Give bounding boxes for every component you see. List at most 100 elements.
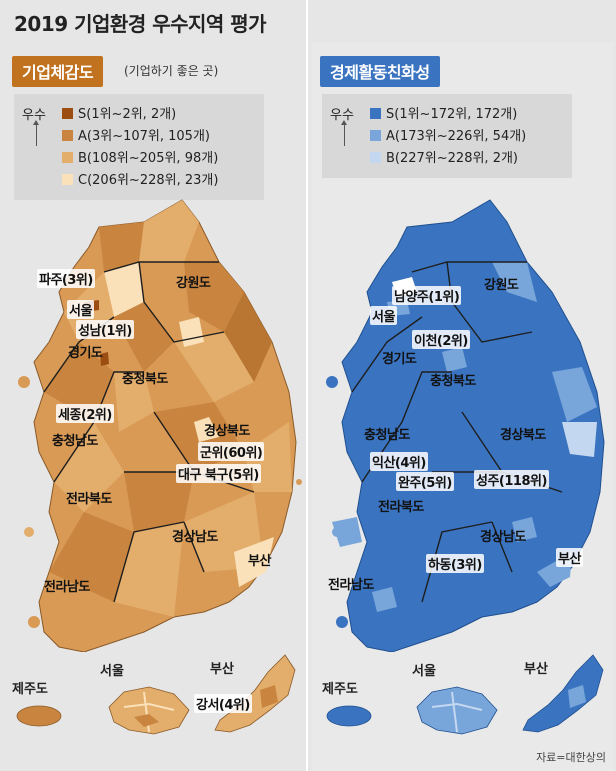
map-label-namyangju: 남양주(1위) — [392, 286, 462, 305]
chart-title: 2019 기업환경 우수지역 평가 — [14, 12, 267, 36]
legend-item: A(3위~107위, 105개) — [62, 126, 256, 148]
district-patch — [114, 372, 154, 432]
district-patch — [104, 262, 144, 317]
map-label-gyeongnam: 경상남도 — [172, 530, 218, 545]
map-label-iksan: 익산(4위) — [370, 452, 428, 471]
district-patch — [562, 422, 597, 457]
legend-label: A(3위~107위, 105개) — [78, 129, 210, 144]
map-label-jeonbuk: 전라북도 — [378, 500, 424, 515]
map-label-jeonnam: 전라남도 — [44, 580, 90, 595]
economic-activity-heading: 경제활동친화성 — [320, 56, 440, 87]
business-sentiment-panel: 기업체감도 (기업하기 좋은 곳) 우수 S(1위~2위, 2개) A(3위~1… — [4, 42, 306, 771]
island — [24, 527, 34, 537]
map-label-gyeonggi: 경기도 — [382, 352, 417, 367]
island — [336, 616, 348, 628]
map-label-icheon: 이천(2위) — [412, 330, 470, 349]
inset-label-seoul: 서울 — [100, 664, 124, 679]
legend-item: A(173위~226위, 54개) — [370, 126, 564, 148]
island — [296, 479, 302, 485]
legend-item: C(206위~228위, 23개) — [62, 170, 256, 192]
map-label-jeonbuk: 전라북도 — [66, 492, 112, 507]
district-patch — [492, 262, 537, 302]
legend-label: S(1위~2위, 2개) — [78, 107, 177, 122]
map-label-daegu-bukgu: 대구 북구(5위) — [176, 464, 261, 483]
legend-swatch — [62, 108, 73, 119]
map-label-wanju: 완주(5위) — [396, 472, 454, 491]
inset-label-seoul: 서울 — [412, 664, 436, 679]
legend-swatch — [62, 130, 73, 141]
legend-swatch — [62, 174, 73, 185]
map-label-gangseo: 강서(4위) — [194, 694, 252, 713]
inset-label-busan: 부산 — [210, 662, 234, 677]
district-patch — [224, 292, 272, 382]
map-label-seongju: 성주(118위) — [474, 470, 549, 489]
map-label-gangwon: 강원도 — [484, 278, 519, 293]
district-patch — [234, 537, 274, 587]
map-label-busan: 부산 — [248, 554, 271, 569]
map-label-gyeongbuk: 경상북도 — [500, 428, 546, 443]
legend-item: B(108위~205위, 98개) — [62, 148, 256, 170]
business-sentiment-heading: 기업체감도 — [12, 56, 104, 87]
district-patch — [442, 347, 467, 372]
map-label-sejong: 세종(2위) — [56, 404, 114, 423]
district-patch — [372, 587, 397, 612]
legend-item: S(1위~2위, 2개) — [62, 104, 256, 126]
island — [332, 527, 342, 537]
district-patch — [114, 302, 174, 372]
district-patch — [552, 367, 597, 422]
island — [18, 376, 30, 388]
legend-label: C(206위~228위, 23개) — [78, 173, 219, 188]
busan-inset-map — [522, 654, 604, 733]
up-arrow-icon — [341, 120, 347, 146]
map-label-chungnam: 충청남도 — [52, 434, 98, 449]
district-patch — [124, 472, 194, 532]
district-patch — [49, 512, 134, 602]
source-credit: 자료=대한상의 — [536, 751, 606, 764]
seoul-inset-map — [108, 686, 190, 735]
legend-item: S(1위~172위, 172개) — [370, 104, 564, 126]
jeju-inset-map — [326, 705, 372, 727]
legend-item: B(227위~228위, 2개) — [370, 148, 564, 170]
business-legend: 우수 S(1위~2위, 2개) A(3위~107위, 105개) B(108위~… — [14, 94, 264, 200]
district-patch — [44, 342, 114, 422]
legend-label: B(108위~205위, 98개) — [78, 151, 219, 166]
map-label-gangwon: 강원도 — [176, 276, 211, 291]
legend-swatch — [370, 152, 381, 163]
district-patch — [114, 522, 184, 617]
map-label-gyeonggi: 경기도 — [68, 346, 103, 361]
economic-legend: 우수 S(1위~172위, 172개) A(173위~226위, 54개) B(… — [322, 94, 572, 178]
economic-activity-panel: 경제활동친화성 우수 S(1위~172위, 172개) A(173위~226위,… — [312, 42, 614, 771]
map-label-chungbuk: 충청북도 — [430, 374, 476, 389]
panel-divider — [306, 0, 308, 771]
legend-label: B(227위~228위, 2개) — [386, 151, 518, 166]
business-sentiment-note: (기업하기 좋은 곳) — [124, 64, 219, 78]
map-label-seoul: 서울 — [67, 300, 94, 319]
district-patch — [54, 422, 124, 512]
map-label-chungbuk: 충청북도 — [122, 372, 168, 387]
legend-swatch — [62, 152, 73, 163]
up-arrow-icon — [33, 120, 39, 146]
inset-label-busan: 부산 — [524, 662, 548, 677]
district-patch — [99, 222, 144, 272]
district-patch — [139, 200, 199, 262]
inset-label-jeju: 제주도 — [322, 682, 358, 697]
district-patch — [100, 352, 109, 366]
legend-swatch — [370, 130, 381, 141]
map-label-paju: 파주(3위) — [37, 269, 95, 288]
legend-header: 우수 — [22, 108, 46, 123]
legend-header: 우수 — [330, 108, 354, 123]
island — [28, 616, 40, 628]
map-label-busan: 부산 — [556, 548, 583, 567]
map-label-seoul: 서울 — [370, 306, 397, 325]
map-label-gyeongnam: 경상남도 — [480, 530, 526, 545]
seoul-inset-map — [416, 686, 498, 735]
map-label-jeonnam: 전라남도 — [328, 578, 374, 593]
district-patch — [174, 332, 254, 402]
legend-label: A(173위~226위, 54개) — [386, 129, 527, 144]
map-label-chungnam: 충청남도 — [364, 428, 410, 443]
legend-label: S(1위~172위, 172개) — [386, 107, 518, 122]
district-patch — [184, 262, 244, 332]
district-patch — [194, 417, 219, 442]
map-label-hadong: 하동(3위) — [426, 554, 484, 573]
district-patch — [332, 517, 362, 547]
